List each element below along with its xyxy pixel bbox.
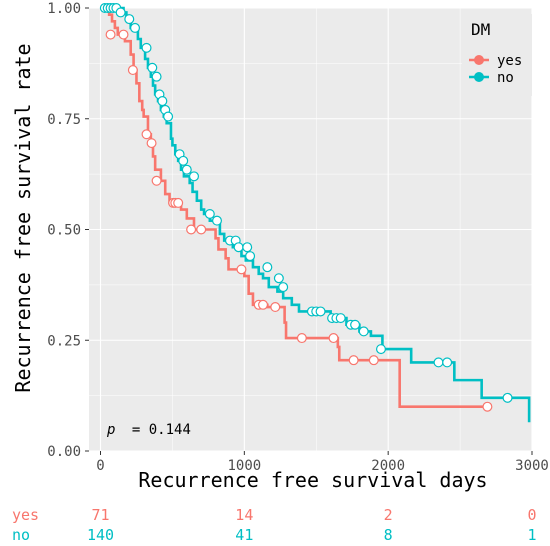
legend-label-no: no (497, 70, 514, 86)
axes: 0 1000 2000 3000 0.00 0.25 0.50 0.75 1.00 (47, 1, 549, 474)
legend-item-no: no (469, 70, 514, 86)
legend-key-no-point (474, 72, 484, 82)
censor-marks (99, 2, 513, 412)
censor-mark-no (115, 7, 126, 18)
legend-background (462, 14, 532, 96)
y-tick-label: 0.00 (47, 444, 81, 460)
censor-mark-no (358, 326, 369, 337)
censor-mark-no (262, 262, 273, 273)
y-axis-title: Recurrence free survival rate (11, 43, 35, 392)
censor-mark-no (157, 96, 168, 107)
censor-mark-no (278, 282, 289, 293)
censor-mark-no (151, 71, 162, 82)
censor-mark-no (212, 215, 223, 226)
censor-mark-yes (118, 29, 129, 40)
censor-mark-yes (348, 355, 359, 366)
censor-mark-no (178, 155, 189, 166)
censor-mark-no (315, 306, 326, 317)
censor-mark-yes (236, 264, 247, 275)
legend-item-yes: yes (469, 53, 522, 69)
censor-mark-no (375, 344, 386, 355)
censor-mark-yes (328, 333, 339, 344)
censor-mark-no (433, 357, 444, 368)
risk-count-yes: 2 (384, 506, 393, 524)
x-axis-title: Recurrence free survival days (138, 468, 487, 492)
grid-lines (89, 7, 533, 452)
risk-row-label-yes: yes (12, 506, 39, 524)
censor-mark-no (181, 164, 192, 175)
x-tick-label: 1000 (227, 458, 261, 474)
risk-count-no: 140 (87, 526, 114, 544)
legend: DM yes no (462, 14, 532, 96)
censor-mark-yes (141, 129, 152, 140)
risk-count-yes: 71 (91, 506, 109, 524)
censor-mark-yes (127, 65, 138, 76)
y-tick-label: 1.00 (47, 1, 81, 17)
x-tick-label: 3000 (515, 458, 549, 474)
y-tick-label: 0.75 (47, 112, 81, 128)
censor-mark-no (273, 273, 284, 284)
censor-mark-no (442, 357, 453, 368)
censor-mark-no (141, 42, 152, 53)
censor-mark-no (242, 242, 253, 253)
censor-mark-yes (151, 175, 162, 186)
risk-table: yes 71 14 2 0 no 140 41 8 1 (12, 506, 537, 544)
p-value-label: p (106, 422, 115, 438)
censor-mark-yes (368, 355, 379, 366)
risk-count-yes: 0 (527, 506, 536, 524)
y-tick-label: 0.25 (47, 333, 81, 349)
legend-title: DM (471, 20, 490, 39)
risk-count-no: 41 (235, 526, 253, 544)
legend-label-yes: yes (497, 53, 522, 69)
censor-mark-no (502, 392, 513, 403)
risk-count-no: 1 (527, 526, 536, 544)
p-value-text: = 0.144 (132, 422, 191, 438)
censor-mark-no (163, 111, 174, 122)
legend-key-yes-point (474, 55, 484, 65)
censor-mark-no (188, 171, 199, 182)
x-tick-label: 2000 (371, 458, 405, 474)
risk-count-yes: 14 (235, 506, 253, 524)
censor-mark-yes (146, 138, 157, 149)
censor-mark-yes (270, 302, 281, 313)
censor-mark-no (124, 14, 135, 25)
censor-mark-yes (196, 224, 207, 235)
censor-mark-no (350, 319, 361, 330)
censor-mark-yes (258, 299, 269, 310)
censor-mark-yes (482, 401, 493, 412)
censor-mark-no (147, 62, 158, 73)
censor-mark-no (335, 313, 346, 324)
censor-mark-no (130, 22, 141, 33)
x-tick-label: 0 (96, 458, 104, 474)
censor-mark-yes (296, 333, 307, 344)
risk-row-label-no: no (12, 526, 30, 544)
risk-count-no: 8 (384, 526, 393, 544)
censor-mark-yes (186, 224, 197, 235)
censor-mark-yes (105, 29, 116, 40)
censor-mark-no (204, 208, 215, 219)
y-tick-label: 0.50 (47, 223, 81, 239)
censor-mark-no (233, 242, 244, 253)
censor-mark-yes (173, 197, 184, 208)
p-value-annotation: p = 0.144 (106, 422, 191, 438)
censor-mark-no (245, 251, 256, 262)
